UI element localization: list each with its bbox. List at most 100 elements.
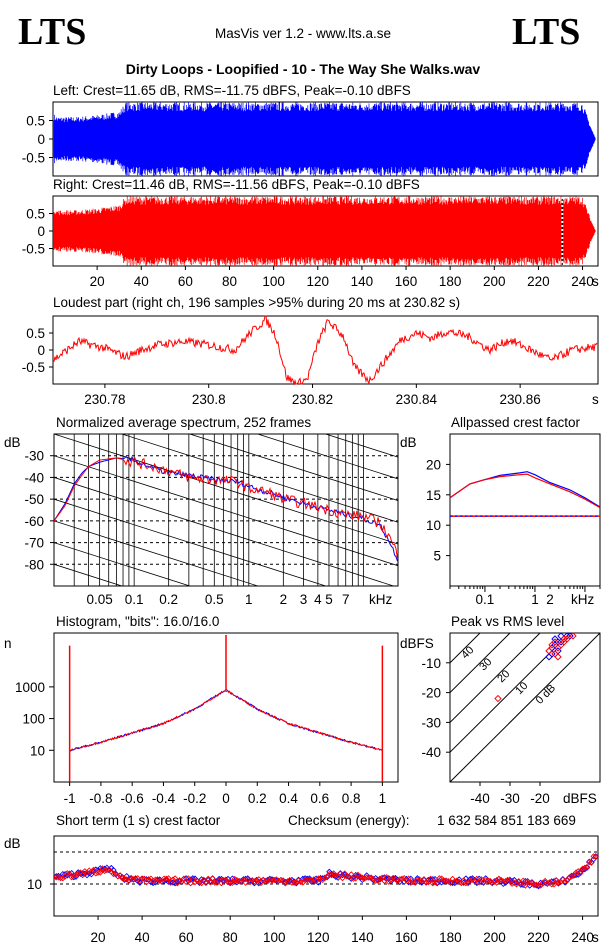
short-crest-point-right [132,875,139,882]
left-wave-waveform [53,102,596,176]
right-wave-title: Right: Crest=11.46 dB, RMS=-11.56 dBFS, … [53,177,420,192]
short-crest-point-right [572,869,580,876]
spectrum-series-right [54,456,398,560]
short-crest-point-right [130,876,137,883]
short-crest-point-right [493,879,500,886]
spectrum-xtick-label: 7 [342,592,350,607]
short-crest-point-right [101,867,108,875]
peak-rms-point-left [545,653,553,661]
short-crest-point-right [79,871,86,879]
spectrum-ytick-label: -70 [24,536,44,551]
spectrum-slope-line [54,520,260,586]
short-crest-point-right [350,875,357,882]
short-crest-point-right [284,878,291,885]
short-crest-point-left [154,877,161,884]
short-crest-point-left [572,871,580,879]
short-crest-point-left [449,879,456,887]
short-crest-point-right [209,875,216,882]
short-crest-point-right [255,876,262,883]
histogram-xtick-label: -1 [64,791,76,806]
right-wave-xtick-label: 40 [134,274,149,289]
right-wave-xtick-label: 60 [178,274,193,289]
short-crest-point-right [530,881,538,889]
short-crest-xunit: s [592,930,599,945]
short-crest-point-right [581,864,588,871]
histogram-xtick-label: -0.6 [121,791,144,806]
short-crest-point-right [405,875,412,882]
short-crest-point-right [374,877,381,884]
peak-rms-point-right [494,694,502,703]
short-crest-point-right [182,878,190,886]
short-crest-point-right [482,877,489,884]
short-crest-point-right [381,877,388,885]
short-crest-point-left [535,883,542,890]
short-crest-point-right [149,877,157,884]
checksum-value: 1 632 584 851 183 669 [437,813,576,828]
short-crest-point-right [363,874,370,881]
short-crest-point-left [216,875,223,883]
histogram-xtick-label: -0.8 [89,791,112,806]
allpass-frame [449,433,601,587]
short-crest-point-right [548,881,555,888]
peak-rms-xtick-label: -30 [500,791,520,806]
short-crest-xtick-label: 40 [135,930,150,945]
file-name: Dirty Loops - Loopified - 10 - The Way S… [126,61,481,77]
short-crest-point-right [88,868,95,875]
checksum-label: Checksum (energy): [288,813,410,828]
short-crest-point-right [398,875,406,882]
short-crest-point-right [394,877,401,885]
right-wave-xtick-label: 120 [307,274,330,289]
short-crest-point-right [205,875,212,882]
loudest-xtick-label: 230.78 [84,392,125,407]
short-crest-point-right [588,859,595,866]
short-crest-point-right [224,879,232,886]
short-crest-point-right [383,874,390,881]
histogram-xtick-label: 0 [222,791,230,806]
short-crest-point-right [568,873,575,880]
short-crest-point-right [293,878,300,886]
peak-rms-ylabel: dBFS [400,636,434,651]
short-crest-point-left [438,879,445,886]
spectrum-xtick-label: 0.05 [86,592,112,607]
short-crest-point-right [484,877,492,884]
short-crest-point-right [152,876,159,883]
short-crest-xtick-label: 80 [223,930,238,945]
short-crest-point-right [290,879,298,886]
short-crest-point-right [372,877,379,884]
short-crest-point-right [171,875,179,882]
histogram-ytick-label: 10 [30,743,45,758]
short-crest-xtick-label: 100 [263,930,286,945]
short-crest-point-right [90,866,97,874]
short-crest-point-left [453,878,461,885]
histogram-xtick-label: 0.2 [248,791,267,806]
peak-rms-diagonals [450,633,600,782]
loudest-xtick-label: 230.82 [292,392,333,407]
short-crest-point-right [262,877,269,885]
short-crest-point-right [462,879,470,887]
short-crest-point-right [308,877,315,884]
spectrum-ylabel: dB [4,435,21,450]
short-crest-point-right [53,874,60,881]
short-crest-point-right [160,875,168,882]
logo-left: LTS [18,11,86,53]
short-crest-point-right [185,875,192,882]
short-crest-point-right [334,872,342,879]
short-crest-point-right [321,874,329,882]
loudest-xtick-label: 230.86 [499,392,540,407]
allpass-xtick-label: 1 [531,592,539,607]
peak-rms-diagonal-label: 20 [495,668,512,685]
peak-rms-point-right [545,647,553,655]
short-crest-point-right [566,874,573,881]
right-wave-xtick-label: 100 [262,274,285,289]
peak-rms-diagonal [450,633,481,664]
histogram-xtick-label: 0.6 [310,791,329,806]
short-crest-point-right [57,874,64,882]
short-crest-point-right [59,875,66,882]
short-crest-point-right [535,882,542,889]
short-crest-point-right [68,874,75,881]
short-crest-point-right [251,878,258,885]
short-crest-point-right [451,878,458,885]
allpass-title: Allpassed crest factor [451,415,581,430]
short-crest-point-right [519,877,527,884]
spectrum-frame [53,433,399,587]
